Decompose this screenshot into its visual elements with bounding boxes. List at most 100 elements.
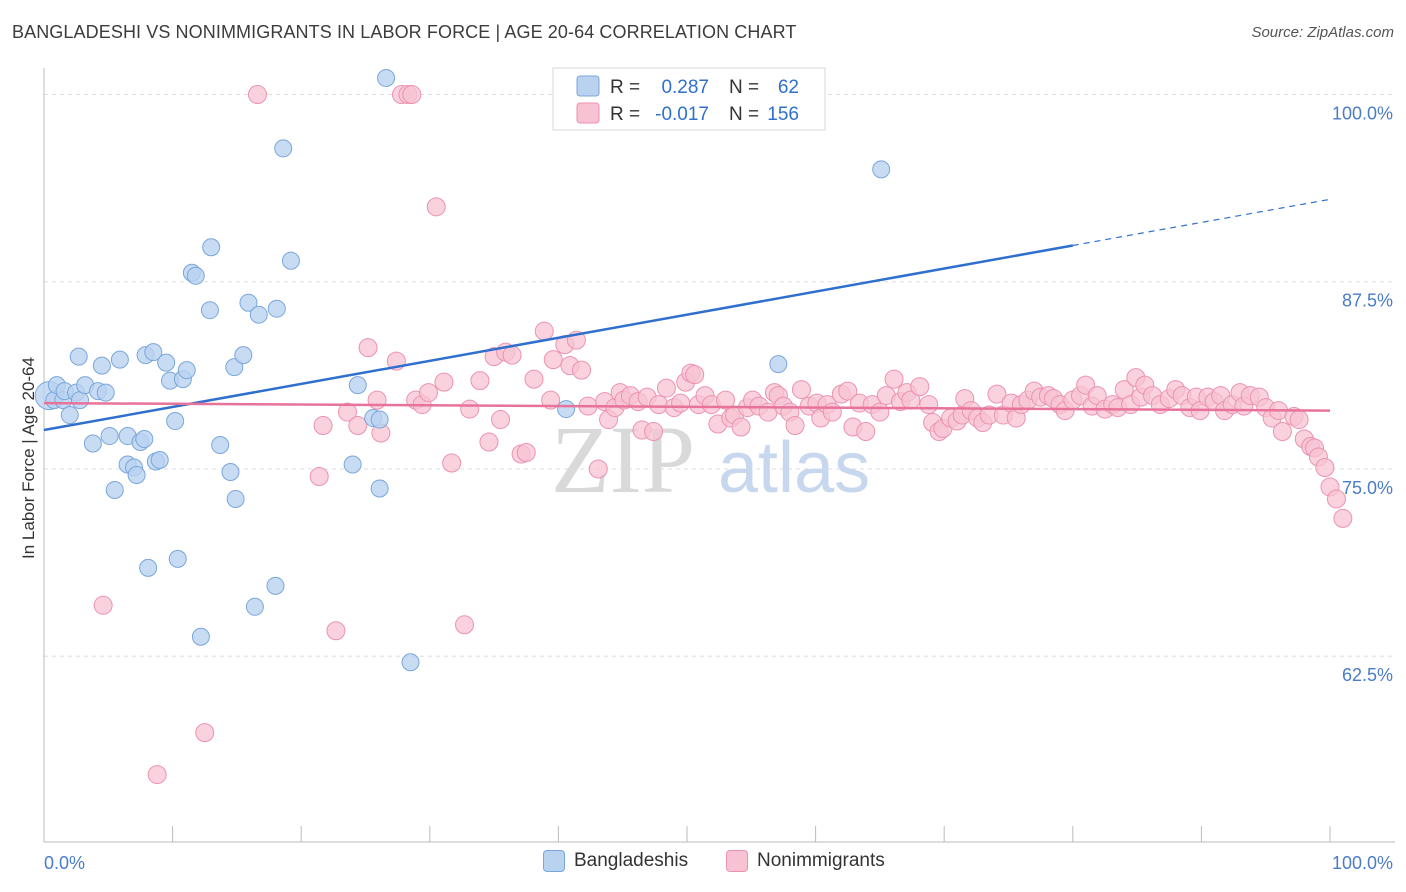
bangladeshis-point [83, 434, 102, 453]
nonimmigrants-point [785, 416, 805, 436]
nonimmigrants-point [543, 350, 563, 370]
nonimmigrants-point [656, 378, 676, 398]
bangladeshis-point [266, 576, 285, 595]
bangladeshis-point [226, 489, 245, 508]
y-tick-labels: 62.5% 75.0% 87.5% 100.0% [1332, 103, 1393, 685]
nonimmigrants-point [838, 381, 858, 401]
bangladeshis-point [105, 480, 124, 499]
bangladeshis-point [110, 350, 129, 369]
watermark-zip: ZIP [551, 406, 695, 513]
bangladeshis-point [100, 427, 119, 446]
bangladeshis-point [267, 299, 286, 318]
nonimmigrants-point [402, 84, 422, 104]
bangladeshis-point [166, 412, 185, 431]
nonimmigrants-point [1272, 422, 1292, 442]
nonimmigrants-point [479, 432, 499, 452]
nonimmigrants-point [367, 390, 387, 410]
nonimmigrants-point [337, 402, 357, 422]
nonimmigrants-point [870, 402, 890, 422]
bangladeshis-point [191, 627, 210, 646]
nonimmigrants-point [147, 765, 167, 785]
legend-r-label-2: R = [610, 104, 640, 125]
nonimmigrants-point [572, 360, 592, 380]
bangladeshis-point [92, 356, 111, 375]
bangladeshis-point [348, 376, 367, 395]
bangladeshis-point [96, 383, 115, 402]
nonimmigrants-point [822, 402, 842, 422]
bangladeshis-trend-extension [1072, 198, 1331, 247]
nonimmigrants-point [455, 615, 475, 635]
legend-r-value-2: -0.017 [655, 104, 709, 125]
nonimmigrants-point [491, 410, 511, 430]
nonimmigrants-point [588, 459, 608, 479]
y-axis-label: In Labor Force | Age 20-64 [19, 357, 38, 559]
nonimmigrants-point [358, 338, 378, 358]
nonimmigrants-point [644, 422, 664, 442]
bangladeshis-point [127, 465, 146, 484]
bangladeshis-point [177, 361, 196, 380]
axes [43, 68, 1395, 843]
legend-swatch-blue [576, 75, 600, 97]
bangladeshis-point [71, 391, 90, 410]
nonimmigrants-point [987, 384, 1007, 404]
legend-swatch-bangladeshis [543, 850, 565, 872]
bangladeshis-point [202, 238, 221, 257]
legend-item-bangladeshis: Bangladeshis [543, 850, 688, 872]
bangladeshis-point [370, 410, 389, 429]
chart-title: BANGLADESHI VS NONIMMIGRANTS IN LABOR FO… [12, 22, 797, 42]
bangladeshis-point [249, 305, 268, 324]
y-tick-label: 62.5% [1342, 665, 1393, 685]
bangladeshis-point [157, 353, 176, 372]
bangladeshis-point [769, 355, 788, 374]
bangladeshis-point [168, 549, 187, 568]
legend-label-bangladeshis: Bangladeshis [574, 850, 689, 871]
watermark: ZIP atlas [551, 406, 870, 513]
y-tick-label: 87.5% [1342, 291, 1393, 311]
watermark-atlas: atlas [718, 428, 870, 508]
nonimmigrants-point [1333, 508, 1353, 528]
legend-n-value-2: 156 [767, 104, 799, 125]
bangladeshis-point [377, 69, 396, 87]
legend-r-label-1: R = [610, 77, 640, 98]
bangladeshis-point [139, 558, 158, 577]
bangladeshis-point [211, 436, 230, 455]
legend-swatch-pink [576, 102, 600, 124]
nonimmigrants-point [442, 453, 462, 473]
nonimmigrants-point [309, 466, 329, 486]
nonimmigrants-point [884, 369, 904, 389]
bangladeshis-point [69, 347, 88, 366]
nonimmigrants-point [348, 416, 368, 436]
nonimmigrants-point [534, 321, 554, 341]
bangladeshis-point [872, 160, 891, 179]
bangladeshis-point [60, 406, 79, 425]
bangladeshis-point [245, 597, 264, 616]
trend-lines [43, 198, 1331, 432]
nonimmigrants-point [671, 393, 691, 413]
bottom-legend: Bangladeshis Nonimmigrants [0, 850, 1406, 880]
nonimmigrants-point [856, 422, 876, 442]
nonimmigrants-point [247, 84, 267, 104]
nonimmigrants-trend-line [43, 401, 1331, 412]
bangladeshis-point [234, 346, 253, 365]
bangladeshis-point [135, 430, 154, 449]
series-bangladeshis-points [34, 69, 891, 672]
nonimmigrants-point [791, 380, 811, 400]
bangladeshis-point [225, 358, 244, 377]
nonimmigrants-point [426, 197, 446, 217]
nonimmigrants-point [685, 365, 705, 385]
legend-r-value-1: 0.287 [661, 77, 709, 98]
nonimmigrants-point [649, 395, 669, 415]
nonimmigrants-point [524, 369, 544, 389]
gridlines [44, 93, 1395, 657]
nonimmigrants-point [1315, 457, 1335, 477]
bangladeshis-point [370, 479, 389, 498]
nonimmigrants-point [195, 723, 215, 743]
nonimmigrants-point [1326, 489, 1346, 509]
bangladeshis-trend-line [43, 244, 1074, 432]
bangladeshis-point [274, 139, 293, 158]
x-tick-label: 0.0% [44, 853, 85, 873]
nonimmigrants-point [419, 383, 439, 403]
nonimmigrants-point [731, 417, 751, 437]
bangladeshis-point [281, 251, 300, 270]
